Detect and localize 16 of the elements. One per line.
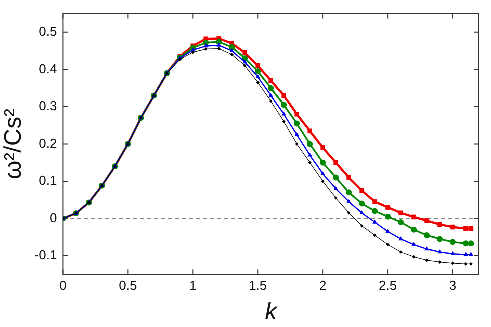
y-tick-label: -0.1 [34,248,58,263]
x-tick-label: 1.5 [249,278,268,293]
x-tick-label: 2 [319,278,327,293]
x-axis-title: k [265,298,280,326]
y-tick-label: 0.2 [39,136,58,151]
x-tick-label: 0 [60,278,67,293]
y-tick-label: 0.1 [39,173,58,188]
y-tick-label: 0.5 [39,24,58,40]
x-tick-label: 1 [190,278,197,293]
y-axis-title: ω²/Cs² [0,108,28,180]
y-tick-label: 0.3 [39,98,58,114]
x-tick-label: 2.5 [379,278,398,293]
y-tick-label: 0 [50,210,58,226]
x-tick-label: 3 [449,278,457,293]
x-tick-label: 0.5 [119,278,138,293]
y-tick-label: 0.4 [39,61,58,76]
